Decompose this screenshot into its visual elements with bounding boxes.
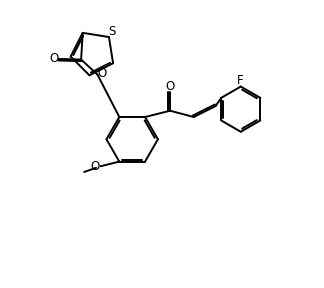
Text: O: O — [91, 160, 100, 173]
Text: O: O — [166, 80, 175, 93]
Text: S: S — [108, 25, 115, 38]
Text: O: O — [50, 52, 59, 65]
Text: F: F — [237, 74, 243, 87]
Text: O: O — [98, 67, 107, 80]
